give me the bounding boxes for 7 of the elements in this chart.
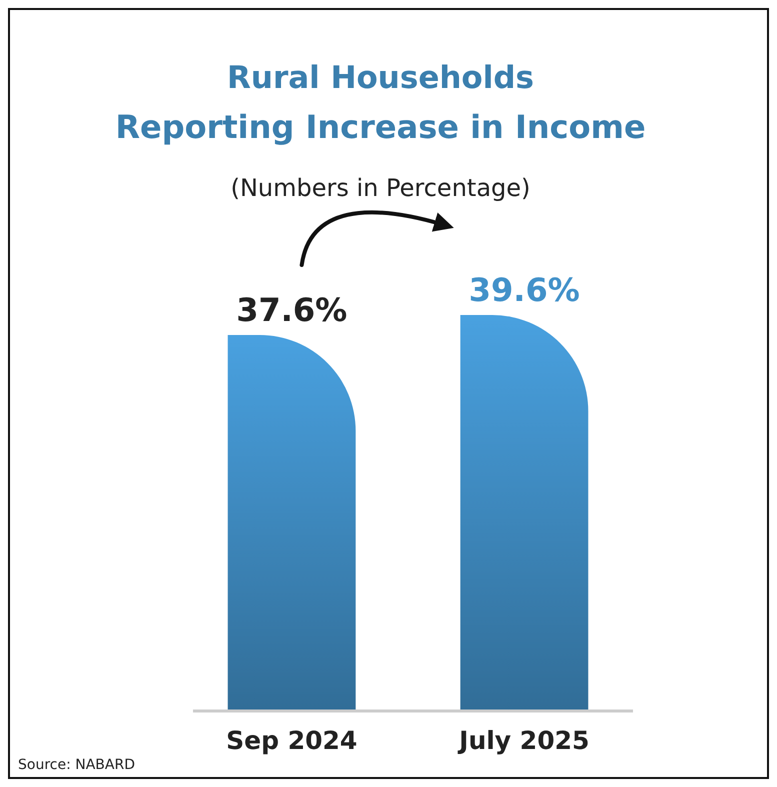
x-tick-label: July 2025: [457, 726, 590, 755]
chart-title: Rural Households Reporting Increase in Income: [115, 60, 646, 146]
chart-subtitle: (Numbers in Percentage): [230, 174, 530, 202]
x-tick-label: Sep 2024: [226, 726, 358, 755]
data-label: 37.6%: [236, 291, 348, 329]
source-note: Source: NABARD: [18, 757, 135, 773]
data-label: 39.6%: [468, 271, 580, 309]
